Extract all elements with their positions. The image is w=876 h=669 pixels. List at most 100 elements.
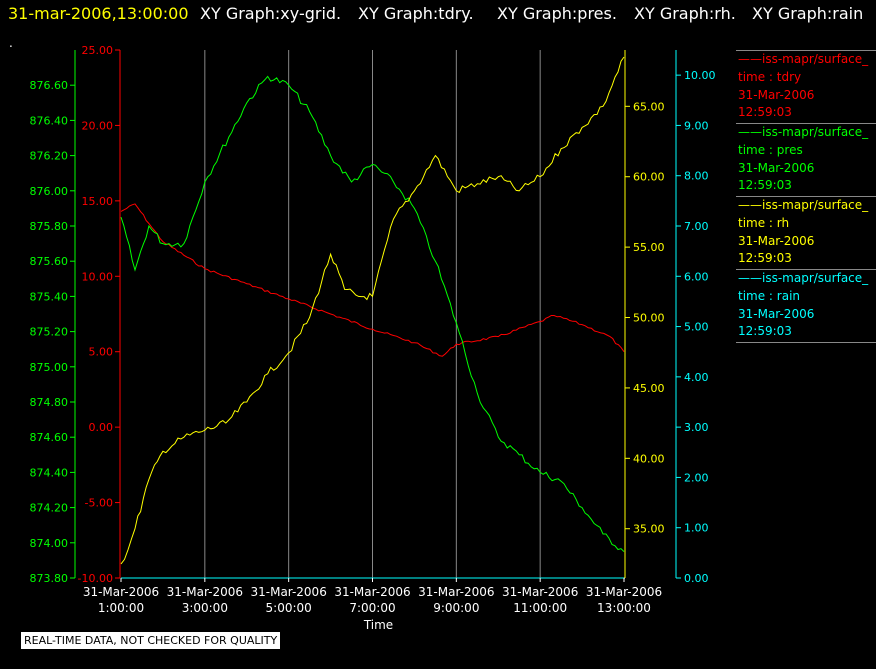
tdry-tick-label: 20.00: [82, 119, 114, 132]
pres-tick-label: 874.00: [30, 537, 69, 550]
x-axis-title: Time: [363, 618, 393, 632]
rh-tick-label: 50.00: [633, 312, 665, 325]
legend-date: 31-Mar-2006: [738, 234, 815, 248]
legend-var: time : rh: [738, 216, 790, 230]
timestamp-label: 31-mar-2006,13:00:00: [8, 4, 189, 23]
graph-title-rh: XY Graph:rh.: [634, 4, 736, 23]
pres-tick-label: 874.20: [30, 502, 69, 515]
x-tick-label-date: 31-Mar-2006: [502, 585, 578, 599]
legend-line-marker: ——: [738, 52, 762, 66]
rain-tick-label: 1.00: [684, 522, 709, 535]
status-dot: .: [9, 36, 13, 50]
legend-title: ——iss-mapr/surface_: [738, 51, 868, 67]
rain-tick-label: 7.00: [684, 220, 709, 233]
chart-axes: 25.00 20.00 15.00 10.00 5.00 0.00 -5.00 -10.00 8…: [30, 44, 716, 585]
x-tick-label-date: 31-Mar-2006: [250, 585, 326, 599]
tdry-series-line: [120, 203, 625, 357]
x-tick-label-date: 31-Mar-2006: [334, 585, 410, 599]
rain-tick-label: 9.00: [684, 119, 709, 132]
pres-tick-label: 874.40: [30, 466, 69, 479]
pres-tick-label: 875.80: [30, 220, 69, 233]
pres-series-line: [120, 75, 625, 552]
graph-title-rain: XY Graph:rain: [752, 4, 864, 23]
pres-tick-label: 875.60: [30, 255, 69, 268]
rh-tick-label: 35.00: [633, 523, 665, 536]
x-tick-label-time: 3:00:00: [182, 601, 228, 615]
graph-title-tdry: XY Graph:tdry.: [358, 4, 474, 23]
legend-var: time : tdry: [738, 70, 802, 84]
pres-tick-label: 874.80: [30, 396, 69, 409]
pres-tick-label: 876.20: [30, 150, 69, 163]
legend-date: 31-Mar-2006: [738, 307, 815, 321]
rain-tick-label: 8.00: [684, 170, 709, 183]
tdry-tick-label: 5.00: [89, 346, 114, 359]
legend-time: 12:59:03: [738, 105, 792, 119]
rh-tick-label: 45.00: [633, 382, 665, 395]
x-tick-label-time: 9:00:00: [433, 601, 479, 615]
legend-entry-tdry[interactable]: ——iss-mapr/surface_ time : tdry 31-Mar-2…: [736, 50, 876, 123]
x-tick-label-time: 11:00:00: [513, 601, 567, 615]
rh-series-line: [120, 56, 625, 565]
legend-title: ——iss-mapr/surface_: [738, 124, 868, 140]
rain-tick-label: 2.00: [684, 471, 709, 484]
rh-tick-label: 55.00: [633, 241, 665, 254]
rain-tick-label: 4.00: [684, 371, 709, 384]
header-bar: 31-mar-2006,13:00:00 XY Graph:xy-grid. X…: [0, 0, 876, 30]
pres-tick-label: 875.00: [30, 361, 69, 374]
legend: ——iss-mapr/surface_ time : tdry 31-Mar-2…: [736, 50, 876, 343]
pres-tick-label: 876.00: [30, 185, 69, 198]
tdry-tick-label: 15.00: [82, 195, 114, 208]
pres-tick-label: 874.60: [30, 431, 69, 444]
pres-tick-label: 875.20: [30, 326, 69, 339]
legend-source: iss-mapr/surface_: [762, 198, 869, 212]
tdry-tick-label: -10.00: [78, 572, 113, 585]
legend-entry-rain[interactable]: ——iss-mapr/surface_ time : rain 31-Mar-2…: [736, 269, 876, 343]
legend-source: iss-mapr/surface_: [762, 125, 869, 139]
rh-tick-label: 40.00: [633, 452, 665, 465]
legend-entry-pres[interactable]: ——iss-mapr/surface_ time : pres 31-Mar-2…: [736, 123, 876, 196]
legend-source: iss-mapr/surface_: [762, 271, 869, 285]
legend-time: 12:59:03: [738, 178, 792, 192]
x-tick-label-time: 5:00:00: [266, 601, 312, 615]
rh-tick-label: 65.00: [633, 100, 665, 113]
rain-tick-label: 6.00: [684, 270, 709, 283]
graph-title-xy-grid: XY Graph:xy-grid.: [200, 4, 342, 23]
rh-tick-label: 60.00: [633, 171, 665, 184]
legend-source: iss-mapr/surface_: [762, 52, 869, 66]
legend-var: time : pres: [738, 143, 803, 157]
x-tick-label-date: 31-Mar-2006: [167, 585, 243, 599]
tdry-tick-label: 0.00: [89, 421, 114, 434]
x-tick-label-time: 1:00:00: [98, 601, 144, 615]
rain-tick-label: 0.00: [684, 572, 709, 585]
legend-var: time : rain: [738, 289, 801, 303]
rain-tick-label: 10.00: [684, 69, 716, 82]
legend-title: ——iss-mapr/surface_: [738, 270, 868, 286]
x-tick-label-date: 31-Mar-2006: [586, 585, 662, 599]
tdry-tick-label: 10.00: [82, 270, 114, 283]
legend-line-marker: ——: [738, 125, 762, 139]
legend-line-marker: ——: [738, 198, 762, 212]
legend-title: ——iss-mapr/surface_: [738, 197, 868, 213]
pres-tick-label: 876.60: [30, 79, 69, 92]
x-tick-label-date: 31-Mar-2006: [83, 585, 159, 599]
graph-title-pres: XY Graph:pres.: [497, 4, 617, 23]
rain-tick-label: 5.00: [684, 321, 709, 334]
grid-lines: [204, 50, 541, 578]
tdry-tick-label: 25.00: [82, 44, 114, 57]
x-tick-label-date: 31-Mar-2006: [418, 585, 494, 599]
legend-date: 31-Mar-2006: [738, 88, 815, 102]
rain-tick-label: 3.00: [684, 421, 709, 434]
x-axis-labels: 31-Mar-2006 1:00:00 31-Mar-2006 3:00:00 31-M…: [83, 578, 662, 632]
pres-tick-label: 873.80: [30, 572, 69, 585]
legend-date: 31-Mar-2006: [738, 161, 815, 175]
pres-tick-label: 875.40: [30, 290, 69, 303]
legend-line-marker: ——: [738, 271, 762, 285]
x-tick-label-time: 13:00:00: [597, 601, 651, 615]
tdry-tick-label: -5.00: [85, 497, 113, 510]
legend-entry-rh[interactable]: ——iss-mapr/surface_ time : rh 31-Mar-200…: [736, 196, 876, 269]
legend-time: 12:59:03: [738, 251, 792, 265]
legend-time: 12:59:03: [738, 324, 792, 338]
quality-notice: REAL-TIME DATA, NOT CHECKED FOR QUALITY: [20, 631, 282, 650]
x-tick-label-time: 7:00:00: [349, 601, 395, 615]
